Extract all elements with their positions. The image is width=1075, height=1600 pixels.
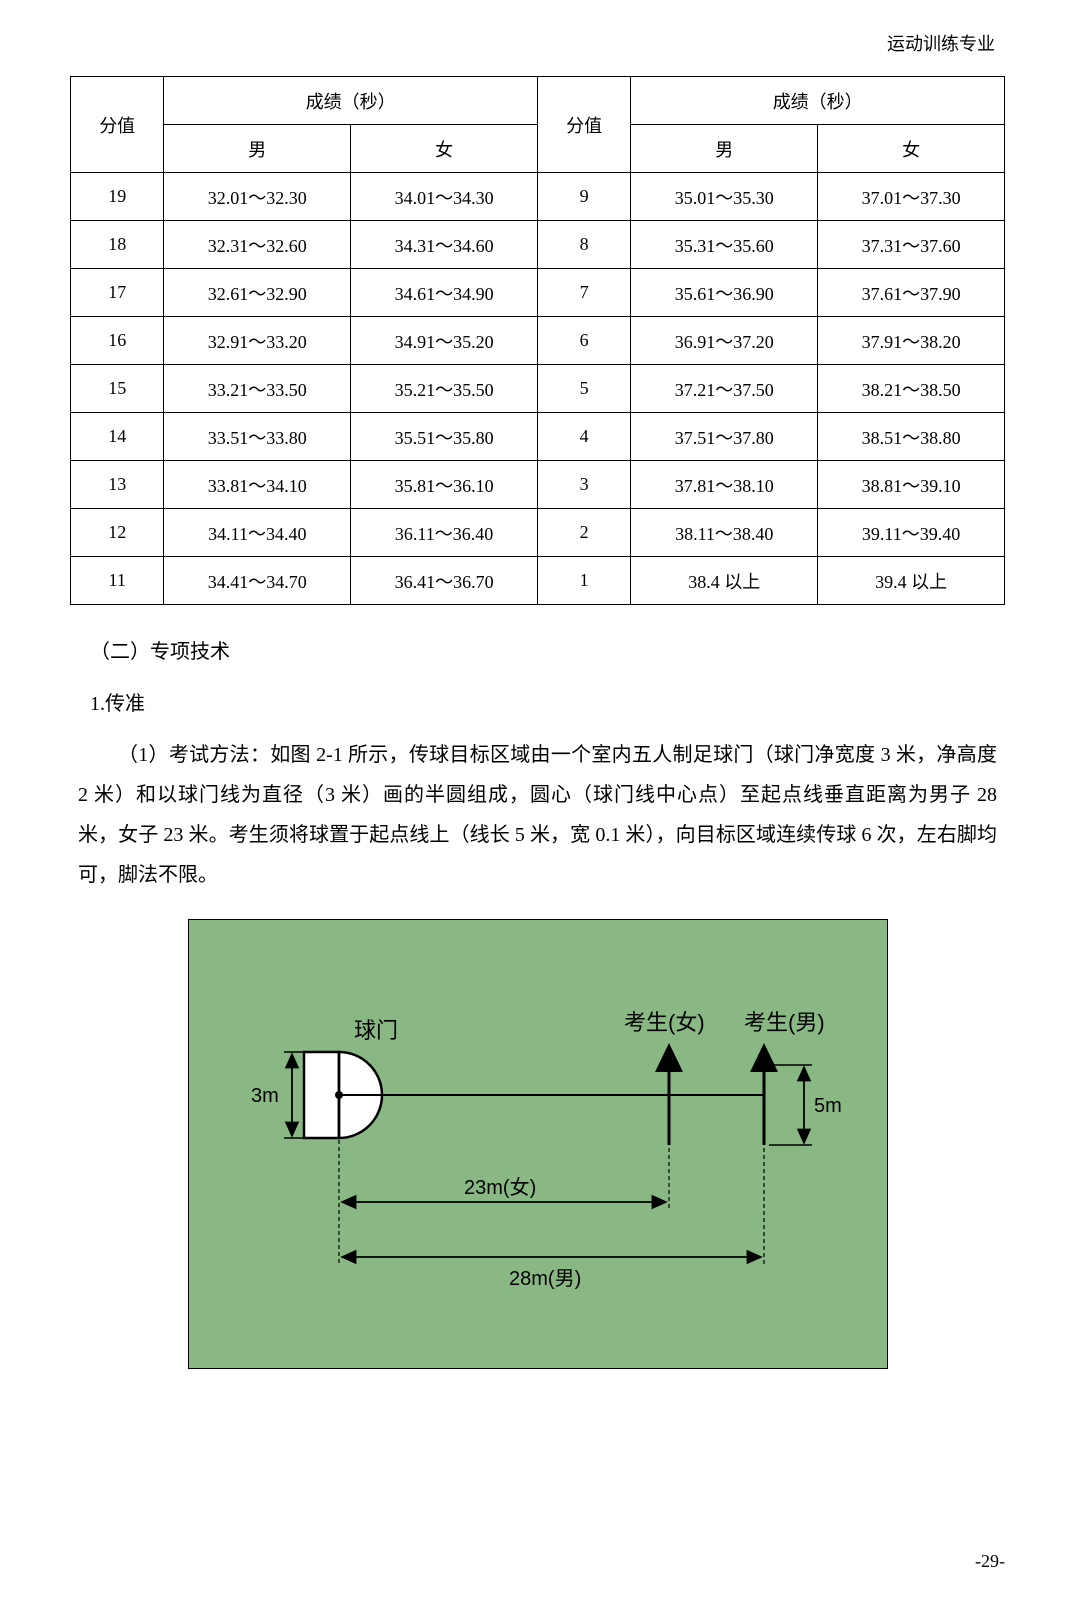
svg-text:23m(女): 23m(女) [464,1176,536,1199]
table-cell: 35.61～36.90 [631,269,818,317]
table-row: 1333.81～34.1035.81～36.10337.81～38.1038.8… [71,461,1005,509]
section-title: （二）专项技术 [90,633,1005,671]
table-cell: 8 [537,221,630,269]
table-row: 1832.31～32.6034.31～34.60835.31～35.6037.3… [71,221,1005,269]
table-cell: 32.61～32.90 [164,269,351,317]
table-cell: 37.21～37.50 [631,365,818,413]
table-cell: 39.11～39.40 [818,509,1005,557]
table-cell: 35.21～35.50 [351,365,538,413]
table-cell: 3 [537,461,630,509]
table-cell: 34.41～34.70 [164,557,351,605]
table-cell: 33.21～33.50 [164,365,351,413]
table-cell: 2 [537,509,630,557]
dim-28m: 28m(男) [339,1148,764,1290]
table-cell: 1 [537,557,630,605]
dim-23m: 23m(女) [339,1140,669,1210]
table-row: 1134.41～34.7036.41～36.70138.4 以上39.4 以上 [71,557,1005,605]
th-result-1: 成绩（秒） [164,77,538,125]
table-cell: 37.61～37.90 [818,269,1005,317]
table-cell: 32.91～33.20 [164,317,351,365]
table-cell: 32.01～32.30 [164,173,351,221]
table-cell: 18 [71,221,164,269]
body-paragraph: （1）考试方法：如图 2-1 所示，传球目标区域由一个室内五人制足球门（球门净宽… [78,735,997,895]
table-cell: 34.61～34.90 [351,269,538,317]
goal-label: 球门 [354,1018,398,1043]
table-row: 1632.91～33.2034.91～35.20636.91～37.2037.9… [71,317,1005,365]
dim-3m: 3m [251,1052,304,1138]
table-cell: 5 [537,365,630,413]
table-cell: 38.4 以上 [631,557,818,605]
table-cell: 16 [71,317,164,365]
table-cell: 4 [537,413,630,461]
table-cell: 37.81～38.10 [631,461,818,509]
table-cell: 38.11～38.40 [631,509,818,557]
table-cell: 38.21～38.50 [818,365,1005,413]
table-cell: 7 [537,269,630,317]
table-cell: 37.01～37.30 [818,173,1005,221]
th-female-2: 女 [818,125,1005,173]
svg-text:考生(女): 考生(女) [624,1010,705,1035]
table-cell: 37.31～37.60 [818,221,1005,269]
table-row: 1533.21～33.5035.21～35.50537.21～37.5038.2… [71,365,1005,413]
svg-text:3m: 3m [251,1085,279,1107]
female-position: 考生(女) [624,1010,705,1145]
th-result-2: 成绩（秒） [631,77,1005,125]
th-female-1: 女 [351,125,538,173]
table-cell: 39.4 以上 [818,557,1005,605]
table-cell: 9 [537,173,630,221]
table-cell: 34.31～34.60 [351,221,538,269]
table-cell: 12 [71,509,164,557]
table-cell: 35.81～36.10 [351,461,538,509]
page-number: -29- [975,1551,1005,1572]
table-cell: 32.31～32.60 [164,221,351,269]
table-cell: 14 [71,413,164,461]
table-cell: 36.91～37.20 [631,317,818,365]
table-cell: 13 [71,461,164,509]
th-male-2: 男 [631,125,818,173]
subsection-title: 1.传准 [90,685,1005,723]
dim-5m: 5m [769,1065,842,1145]
table-cell: 35.51～35.80 [351,413,538,461]
male-position: 考生(男) [744,1010,825,1145]
table-cell: 33.81～34.10 [164,461,351,509]
table-row: 1932.01～32.3034.01～34.30935.01～35.3037.0… [71,173,1005,221]
table-cell: 34.11～34.40 [164,509,351,557]
table-row: 1234.11～34.4036.11～36.40238.11～38.4039.1… [71,509,1005,557]
page-header: 运动训练专业 [70,30,1005,56]
table-cell: 37.51～37.80 [631,413,818,461]
table-cell: 38.81～39.10 [818,461,1005,509]
table-cell: 35.01～35.30 [631,173,818,221]
svg-text:考生(男): 考生(男) [744,1010,825,1035]
table-cell: 33.51～33.80 [164,413,351,461]
svg-text:28m(男): 28m(男) [509,1268,581,1290]
table-row: 1732.61～32.9034.61～34.90735.61～36.9037.6… [71,269,1005,317]
table-cell: 38.51～38.80 [818,413,1005,461]
table-cell: 34.01～34.30 [351,173,538,221]
table-cell: 36.41～36.70 [351,557,538,605]
table-cell: 15 [71,365,164,413]
th-male-1: 男 [164,125,351,173]
table-row: 1433.51～33.8035.51～35.80437.51～37.8038.5… [71,413,1005,461]
score-table: 分值 成绩（秒） 分值 成绩（秒） 男 女 男 女 1932.01～32.303… [70,76,1005,605]
svg-text:5m: 5m [814,1095,842,1117]
table-cell: 11 [71,557,164,605]
th-score-1: 分值 [71,77,164,173]
table-cell: 34.91～35.20 [351,317,538,365]
table-cell: 37.91～38.20 [818,317,1005,365]
table-cell: 35.31～35.60 [631,221,818,269]
table-cell: 19 [71,173,164,221]
table-cell: 6 [537,317,630,365]
diagram: 球门 3m 考生(女) 考生(男) 5m [188,919,888,1369]
table-cell: 36.11～36.40 [351,509,538,557]
table-cell: 17 [71,269,164,317]
th-score-2: 分值 [537,77,630,173]
